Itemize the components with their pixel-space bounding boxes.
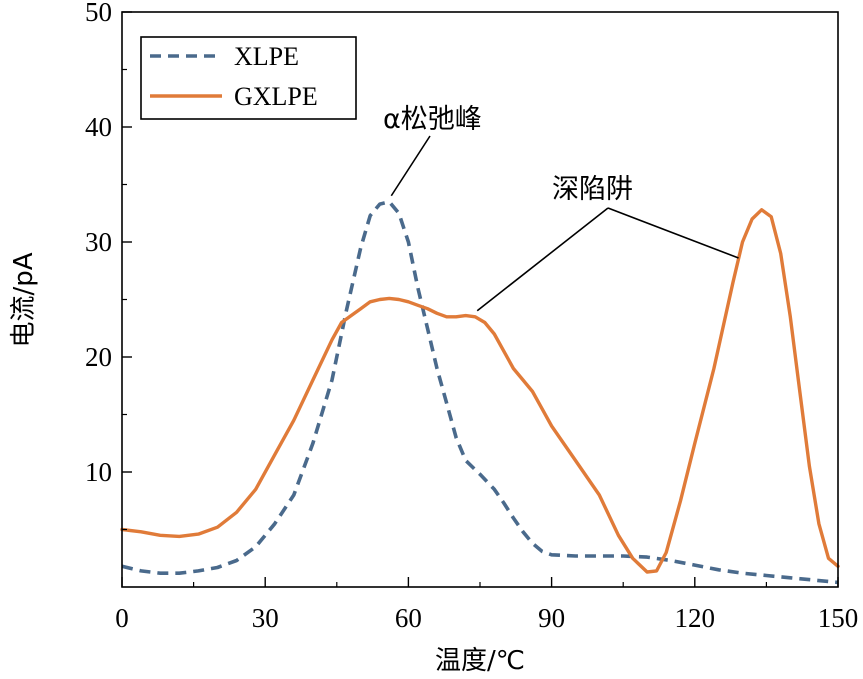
annotation-deep-trap: 深陷阱	[552, 174, 633, 205]
y-axis-title: 电流/pA	[9, 252, 39, 347]
y-tick-label: 30	[85, 227, 112, 257]
annotation-leader-deep-trap-1	[476, 207, 609, 312]
x-tick-label: 30	[252, 603, 279, 633]
x-tick-label: 0	[115, 603, 129, 633]
x-tick-label: 150	[818, 603, 859, 633]
annotation-leader-alpha-peak	[390, 135, 431, 197]
y-tick-label: 40	[85, 112, 112, 142]
x-tick-label: 60	[395, 603, 422, 633]
y-tick-label: 20	[85, 342, 112, 372]
series-layer	[120, 200, 840, 585]
x-axis-title: 温度/℃	[435, 646, 525, 676]
y-tick-label: 50	[85, 0, 112, 27]
legend-box	[140, 36, 357, 120]
legend: XLPE GXLPE	[140, 36, 357, 120]
x-tick-label: 90	[538, 603, 565, 633]
x-tick-label: 120	[675, 603, 716, 633]
y-tick-label: 10	[85, 457, 112, 487]
legend-label-xlpe: XLPE	[234, 42, 299, 71]
series-line-xlpe	[121, 200, 839, 585]
axes-layer: 0 30 60 90 120 150 10 20 30 40 50	[85, 0, 858, 633]
legend-label-gxlpe: GXLPE	[234, 82, 318, 111]
annotation-lines	[390, 135, 739, 312]
annotation-alpha-relaxation-peak: α松弛峰	[383, 104, 482, 135]
annotation-leader-deep-trap-2	[607, 207, 739, 259]
series-line-gxlpe	[120, 208, 840, 574]
